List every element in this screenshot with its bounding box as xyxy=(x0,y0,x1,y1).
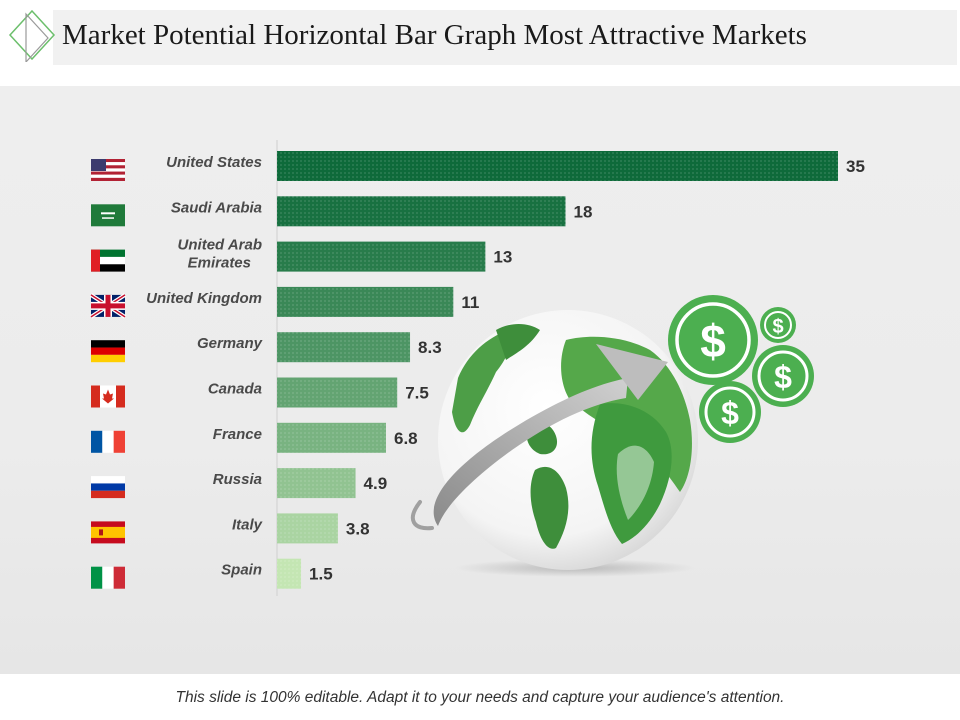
bar-texture xyxy=(277,286,454,317)
bar-row: 35 United States xyxy=(91,151,865,181)
bar-value-label: 11 xyxy=(461,293,479,312)
bar-value-label: 1.5 xyxy=(309,565,333,584)
footer-note: This slide is 100% editable. Adapt it to… xyxy=(175,689,785,706)
bar-texture xyxy=(277,151,838,181)
bar-row: 7.5 Canada xyxy=(91,377,429,408)
flag-canada-icon xyxy=(91,385,125,408)
category-label: Italy xyxy=(232,516,263,533)
bar-texture xyxy=(277,558,302,589)
svg-text:$: $ xyxy=(774,359,792,395)
bar-value-label: 8.3 xyxy=(418,338,442,357)
bar-row: 1.5 Spain xyxy=(91,558,333,589)
bar-texture xyxy=(277,513,338,544)
bar-value-label: 13 xyxy=(493,248,512,267)
flag-uk-icon xyxy=(89,293,127,319)
category-label: United Kingdom xyxy=(146,290,262,307)
bar-row: 18 Saudi Arabia xyxy=(91,196,593,227)
bar-value-label: 3.8 xyxy=(346,519,370,538)
category-label: Germany xyxy=(197,335,263,352)
svg-text:$: $ xyxy=(721,395,739,431)
bar-row: 8.3 Germany xyxy=(91,332,442,363)
category-label: Canada xyxy=(208,381,262,398)
page-title: Market Potential Horizontal Bar Graph Mo… xyxy=(62,19,807,51)
dollar-coin-icon: $ xyxy=(699,381,761,443)
bars-layer: 35 United States 18 Saudi Arabia 13 United Ar… xyxy=(89,151,865,589)
flag-spain-icon xyxy=(91,521,125,544)
title-bar xyxy=(53,10,957,65)
flag-saudi-arabia-icon xyxy=(91,204,125,227)
bar-row: 3.8 Italy xyxy=(91,513,370,544)
bar-texture xyxy=(277,241,486,272)
globe-illustration xyxy=(410,310,698,577)
bar-value-label: 6.8 xyxy=(394,429,418,448)
svg-text:$: $ xyxy=(700,315,726,367)
dollar-coin-icon: $ xyxy=(668,295,758,385)
category-label: United States xyxy=(166,154,262,171)
arrow-head-icon xyxy=(596,344,668,400)
flag-france-icon xyxy=(91,430,125,453)
bar-value-label: 18 xyxy=(574,202,593,221)
category-label: United Arab Emirates xyxy=(178,237,262,272)
flag-italy-icon xyxy=(91,566,125,589)
flag-russia-icon xyxy=(91,476,125,499)
dollar-coin-icon: $ xyxy=(760,307,796,343)
bar-texture xyxy=(277,468,356,499)
category-label: Russia xyxy=(213,471,262,488)
bar-value-label: 4.9 xyxy=(364,474,388,493)
bar-row: 6.8 France xyxy=(91,422,418,453)
globe-icon xyxy=(438,310,698,570)
flag-usa-icon xyxy=(91,159,125,181)
category-label: Saudi Arabia xyxy=(171,199,262,216)
category-label: France xyxy=(213,426,262,443)
bar-row: 13 United Arab Emirates xyxy=(91,237,512,272)
bar-texture xyxy=(277,377,398,408)
bar-texture xyxy=(277,422,386,453)
dollar-coin-icon: $ xyxy=(752,345,814,407)
diamond-logo-icon xyxy=(8,9,56,62)
flag-uae-icon xyxy=(91,249,125,272)
bar-row: 4.9 Russia xyxy=(91,468,388,499)
bar-value-label: 35 xyxy=(846,157,865,176)
category-label: Spain xyxy=(221,562,262,579)
bar-value-label: 7.5 xyxy=(405,384,429,403)
bar-row: 11 United Kingdom xyxy=(89,286,479,319)
svg-text:$: $ xyxy=(772,316,783,338)
arrow-icon xyxy=(433,378,628,526)
bar-texture xyxy=(277,196,566,227)
flag-germany-icon xyxy=(91,340,125,363)
bar-texture xyxy=(277,332,411,363)
